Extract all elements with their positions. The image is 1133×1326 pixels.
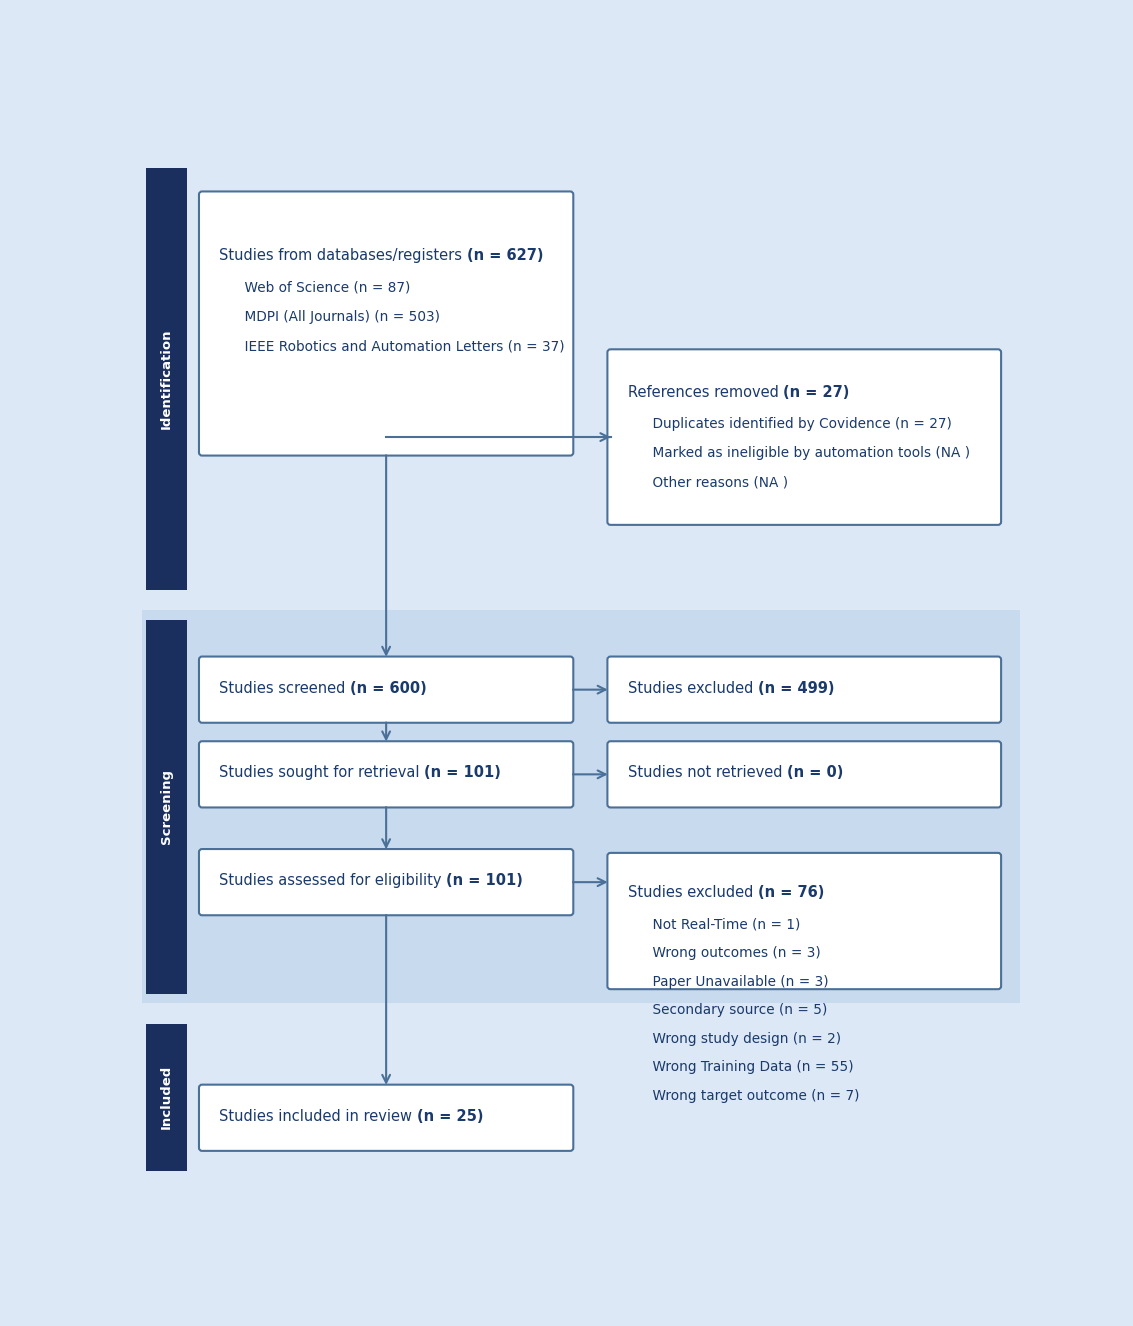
Text: Not Real-Time (n = 1): Not Real-Time (n = 1): [636, 918, 801, 932]
Text: Duplicates identified by Covidence (n = 27): Duplicates identified by Covidence (n = …: [636, 418, 952, 431]
FancyBboxPatch shape: [199, 1085, 573, 1151]
Text: (n = 27): (n = 27): [783, 385, 850, 399]
Text: (n = 101): (n = 101): [446, 873, 523, 888]
FancyBboxPatch shape: [199, 741, 573, 808]
Text: Studies screened: Studies screened: [219, 680, 350, 696]
Text: Wrong target outcome (n = 7): Wrong target outcome (n = 7): [636, 1089, 860, 1102]
Text: Screening: Screening: [160, 769, 173, 845]
Bar: [142, 610, 1020, 1002]
Text: Secondary source (n = 5): Secondary source (n = 5): [636, 1002, 828, 1017]
Bar: [142, 159, 1020, 599]
Text: (n = 76): (n = 76): [758, 886, 824, 900]
Text: (n = 499): (n = 499): [758, 680, 834, 696]
Text: Other reasons (NA ): Other reasons (NA ): [636, 476, 789, 489]
Text: Studies excluded: Studies excluded: [628, 680, 758, 696]
Text: Web of Science (n = 87): Web of Science (n = 87): [227, 281, 410, 294]
Text: Wrong Training Data (n = 55): Wrong Training Data (n = 55): [636, 1059, 854, 1074]
Text: MDPI (All Journals) (n = 503): MDPI (All Journals) (n = 503): [227, 310, 440, 324]
Text: Marked as ineligible by automation tools (NA ): Marked as ineligible by automation tools…: [636, 447, 971, 460]
Text: (n = 627): (n = 627): [467, 248, 543, 264]
FancyBboxPatch shape: [607, 853, 1002, 989]
Text: References removed: References removed: [628, 385, 783, 399]
Bar: [142, 1014, 1020, 1180]
Text: Included: Included: [160, 1065, 173, 1130]
Text: Studies assessed for eligibility: Studies assessed for eligibility: [219, 873, 446, 888]
Text: Wrong outcomes (n = 3): Wrong outcomes (n = 3): [636, 945, 821, 960]
FancyBboxPatch shape: [607, 741, 1002, 808]
Text: (n = 25): (n = 25): [417, 1109, 484, 1123]
Text: (n = 101): (n = 101): [424, 765, 501, 780]
Text: Wrong study design (n = 2): Wrong study design (n = 2): [636, 1032, 842, 1045]
Text: Studies from databases/registers: Studies from databases/registers: [219, 248, 467, 264]
Bar: [146, 168, 187, 590]
Text: Studies not retrieved: Studies not retrieved: [628, 765, 786, 780]
FancyBboxPatch shape: [607, 349, 1002, 525]
Text: IEEE Robotics and Automation Letters (n = 37): IEEE Robotics and Automation Letters (n …: [227, 339, 564, 353]
Text: (n = 600): (n = 600): [350, 680, 427, 696]
FancyBboxPatch shape: [607, 656, 1002, 723]
Text: Paper Unavailable (n = 3): Paper Unavailable (n = 3): [636, 975, 829, 989]
FancyBboxPatch shape: [199, 191, 573, 456]
Bar: [146, 619, 187, 993]
Bar: [146, 1024, 187, 1171]
Text: (n = 0): (n = 0): [786, 765, 843, 780]
Text: Studies included in review: Studies included in review: [219, 1109, 417, 1123]
Text: Studies excluded: Studies excluded: [628, 886, 758, 900]
Text: Studies sought for retrieval: Studies sought for retrieval: [219, 765, 424, 780]
Text: Identification: Identification: [160, 329, 173, 430]
FancyBboxPatch shape: [199, 849, 573, 915]
FancyBboxPatch shape: [199, 656, 573, 723]
